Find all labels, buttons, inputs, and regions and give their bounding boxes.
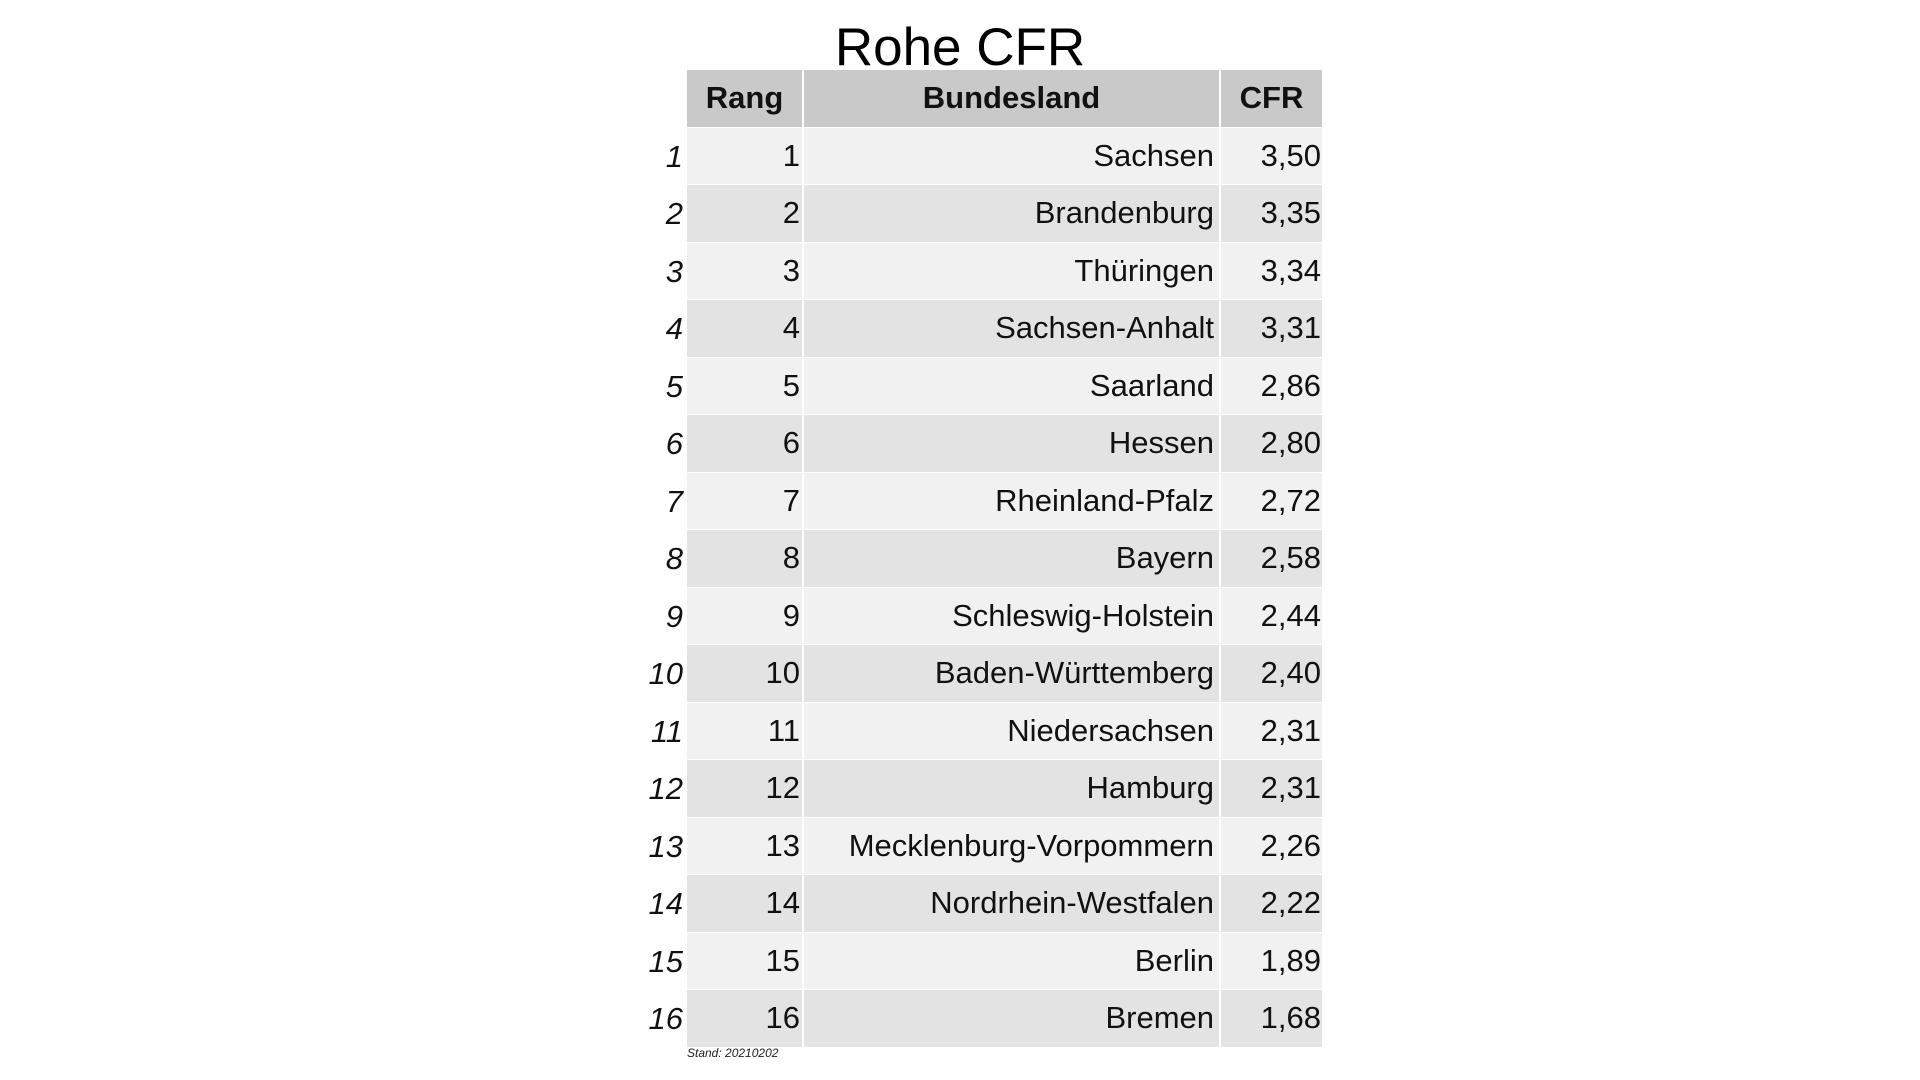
rang-cell: 7 (687, 472, 802, 529)
row-index-label: 16 (648, 1001, 683, 1036)
cfr-value-cell: 3,31 (1221, 300, 1322, 357)
rang-cell: 13 (687, 817, 802, 874)
row-index-label: 6 (665, 426, 683, 461)
bundesland-cell: Sachsen (804, 127, 1219, 184)
cfr-value-cell: 2,86 (1221, 357, 1322, 414)
row-index-label: 12 (648, 771, 683, 806)
chart-title: Rohe CFR (834, 18, 1086, 77)
row-index-label: 3 (665, 253, 683, 289)
column-header-bundesland: Bundesland (804, 70, 1219, 127)
column-header-rang: Rang (687, 70, 802, 127)
footnote-stand: Stand: 20210202 (687, 1046, 779, 1060)
cfr-value-cell: 2,31 (1221, 702, 1322, 759)
cfr-value-cell: 3,50 (1221, 127, 1322, 184)
rang-cell: 5 (687, 357, 802, 414)
bundesland-cell: Nordrhein-Westfalen (804, 875, 1219, 932)
bundesland-cell: Thüringen (804, 242, 1219, 299)
bundesland-cell: Niedersachsen (804, 702, 1219, 759)
rang-cell: 12 (687, 760, 802, 817)
bundesland-cell: Rheinland-Pfalz (804, 472, 1219, 529)
row-index-label: 10 (648, 656, 683, 691)
cfr-value-cell: 3,35 (1221, 185, 1322, 242)
bundesland-cell: Bayern (804, 530, 1219, 587)
rang-cell: 1 (687, 127, 802, 184)
row-index-label: 2 (665, 196, 683, 231)
row-index-label: 9 (665, 598, 683, 634)
bundesland-cell: Bremen (804, 990, 1219, 1047)
cfr-value-cell: 2,22 (1221, 875, 1322, 932)
row-index-label: 7 (665, 483, 683, 519)
cfr-value-cell: 3,34 (1221, 242, 1322, 299)
row-index-label: 8 (665, 541, 683, 576)
cfr-value-cell: 2,40 (1221, 645, 1322, 702)
bundesland-cell: Mecklenburg-Vorpommern (804, 817, 1219, 874)
cfr-value-cell: 2,80 (1221, 415, 1322, 472)
row-index-label: 15 (648, 943, 683, 979)
bundesland-cell: Hessen (804, 415, 1219, 472)
bundesland-cell: Brandenburg (804, 185, 1219, 242)
row-index-label: 11 (650, 713, 683, 749)
rang-cell: 11 (687, 702, 802, 759)
rang-cell: 9 (687, 587, 802, 644)
cfr-value-cell: 2,72 (1221, 472, 1322, 529)
bundesland-cell: Baden-Württemberg (804, 645, 1219, 702)
rang-cell: 14 (687, 875, 802, 932)
rang-cell: 4 (687, 300, 802, 357)
bundesland-cell: Hamburg (804, 760, 1219, 817)
rang-cell: 16 (687, 990, 802, 1047)
row-index-label: 14 (648, 886, 683, 921)
bundesland-cell: Schleswig-Holstein (804, 587, 1219, 644)
row-index-label: 1 (665, 138, 683, 174)
bundesland-cell: Berlin (804, 932, 1219, 989)
rang-cell: 15 (687, 932, 802, 989)
rang-cell: 6 (687, 415, 802, 472)
row-index-label: 13 (648, 828, 683, 864)
rang-cell: 10 (687, 645, 802, 702)
cfr-value-cell: 1,89 (1221, 932, 1322, 989)
column-header-cfr: CFR (1221, 70, 1322, 127)
rang-cell: 8 (687, 530, 802, 587)
bundesland-cell: Sachsen-Anhalt (804, 300, 1219, 357)
rang-cell: 2 (687, 185, 802, 242)
cfr-value-cell: 2,31 (1221, 760, 1322, 817)
row-index-label: 5 (665, 368, 683, 404)
cfr-value-cell: 2,58 (1221, 530, 1322, 587)
cfr-value-cell: 2,44 (1221, 587, 1322, 644)
cfr-value-cell: 2,26 (1221, 817, 1322, 874)
cfr-value-cell: 1,68 (1221, 990, 1322, 1047)
bundesland-cell: Saarland (804, 357, 1219, 414)
rang-cell: 3 (687, 242, 802, 299)
row-index-label: 4 (665, 311, 683, 346)
